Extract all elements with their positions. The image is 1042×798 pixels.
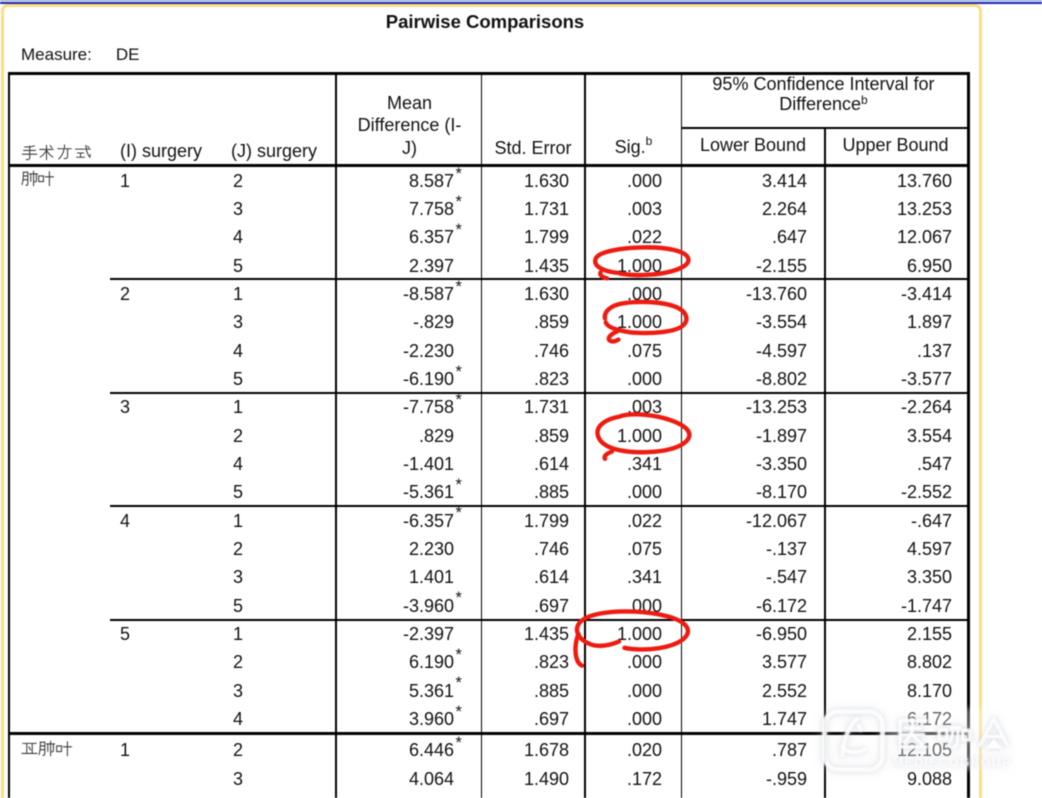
svg-text:MEDIECOGROUP: MEDIECOGROUP [893, 756, 1012, 770]
